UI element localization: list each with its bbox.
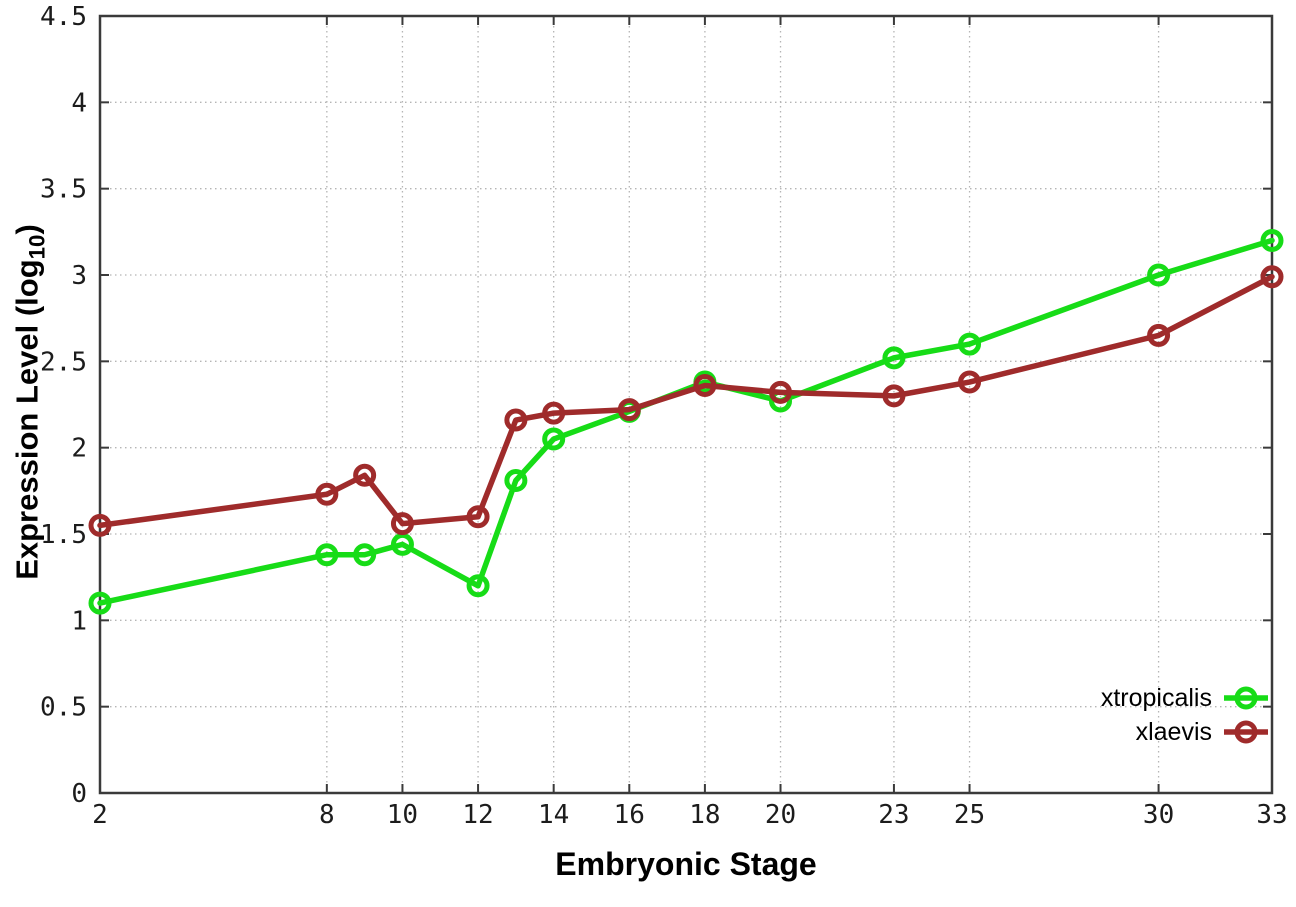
y-tick-label: 1.5: [40, 520, 87, 550]
y-axis-title-text: Expression Level (log: [9, 259, 45, 580]
y-axis-title: Expression Level (log10): [9, 224, 50, 580]
y-tick-label: 2.5: [40, 347, 87, 377]
data-point-xlaevis: [315, 482, 339, 506]
x-tick-label: 2: [92, 800, 108, 830]
x-tick-label: 8: [319, 800, 335, 830]
y-tick-label: 0: [71, 779, 87, 809]
x-tick-label: 10: [387, 800, 418, 830]
data-point-xlaevis: [693, 374, 717, 398]
data-point-xtropicalis: [542, 427, 566, 451]
data-point-xlaevis: [466, 505, 490, 529]
data-point-xtropicalis: [390, 532, 414, 556]
series-line-xlaevis: [97, 273, 1275, 529]
data-point-xlaevis: [504, 408, 528, 432]
data-point-xlaevis: [958, 370, 982, 394]
legend-label-xlaevis: xlaevis: [1135, 718, 1212, 746]
x-axis-title: Embryonic Stage: [555, 846, 817, 882]
legend-item-xlaevis: xlaevis: [1101, 716, 1270, 748]
plot-border: [98, 14, 1274, 795]
y-tick-label: 3.5: [40, 175, 87, 205]
data-point-xtropicalis: [466, 574, 490, 598]
legend-marker-xtropicalis: [1224, 686, 1268, 710]
x-tick-label: 12: [462, 800, 493, 830]
data-point-xtropicalis: [958, 332, 982, 356]
data-point-xlaevis: [88, 513, 112, 537]
data-point-xlaevis: [617, 398, 641, 422]
x-tick-label: 25: [954, 800, 985, 830]
x-tick-label: 33: [1256, 800, 1287, 830]
data-point-xtropicalis: [504, 468, 528, 492]
data-point-xlaevis: [1147, 323, 1171, 347]
legend-label-xtropicalis: xtropicalis: [1100, 684, 1212, 712]
data-point-xtropicalis: [1147, 263, 1171, 287]
legend: xtropicalis xlaevis: [1101, 682, 1270, 748]
data-point-xlaevis: [353, 463, 377, 487]
data-point-xtropicalis: [315, 543, 339, 567]
data-point-xlaevis: [882, 384, 906, 408]
y-tick-label: 2: [71, 434, 87, 464]
data-point-xlaevis: [769, 380, 793, 404]
data-point-xtropicalis: [88, 591, 112, 615]
y-tick-label: 4: [71, 88, 87, 118]
x-tick-label: 20: [765, 800, 796, 830]
x-tick-label: 16: [614, 800, 645, 830]
y-tick-label: 3: [71, 261, 87, 291]
x-tick-label: 18: [689, 800, 720, 830]
data-point-xtropicalis: [353, 543, 377, 567]
data-point-xlaevis: [542, 401, 566, 425]
legend-sample-circle: [1234, 686, 1258, 710]
legend-marker-xlaevis: [1224, 720, 1268, 744]
x-tick-label: 14: [538, 800, 569, 830]
series-line-xtropicalis: [97, 237, 1275, 606]
y-tick-label: 0.5: [40, 693, 87, 723]
data-point-xlaevis: [1260, 265, 1284, 289]
y-axis-title-suffix: ): [9, 224, 45, 235]
y-axis-title-subscript: 10: [24, 234, 50, 260]
legend-sample-circle: [1234, 720, 1258, 744]
x-tick-label: 23: [878, 800, 909, 830]
legend-item-xtropicalis: xtropicalis: [1101, 682, 1270, 714]
y-tick-label: 4.5: [40, 2, 87, 32]
data-point-xtropicalis: [1260, 228, 1284, 252]
x-tick-label: 30: [1143, 800, 1174, 830]
data-point-xtropicalis: [882, 346, 906, 370]
data-point-xlaevis: [390, 512, 414, 536]
y-tick-label: 1: [71, 606, 87, 636]
